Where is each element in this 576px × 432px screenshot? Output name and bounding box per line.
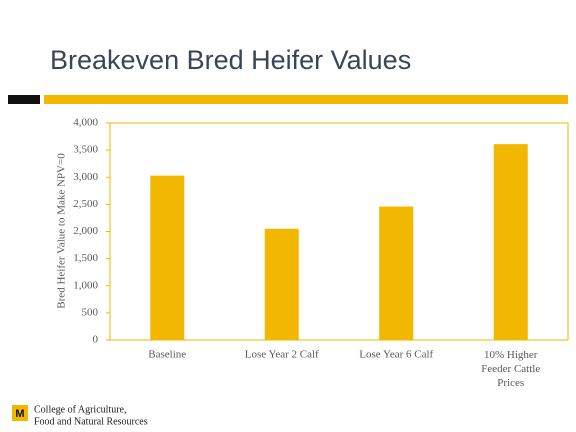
bar — [150, 175, 185, 340]
accent-bar-gold — [44, 95, 568, 104]
y-tick-label: 2,500 — [73, 198, 98, 210]
x-tick-label: 10% Higher Feeder Cattle Prices — [481, 349, 540, 389]
y-axis-label: Bred Heifer Value to Make NPV=0 — [56, 153, 68, 309]
footer-line: Food and Natural Resources — [34, 416, 148, 427]
y-tick-label: 3,000 — [73, 171, 98, 183]
footer-line: College of Agriculture, — [34, 404, 126, 415]
y-tick-label: 0 — [93, 334, 99, 346]
bar — [493, 144, 528, 340]
bar — [264, 228, 299, 340]
x-tick-label: Lose Year 2 Calf — [245, 349, 319, 361]
chart-title: Breakeven Bred Heifer Values — [50, 45, 411, 75]
logo-mark: M — [15, 408, 24, 420]
bar — [379, 206, 414, 340]
y-tick-label: 3,500 — [73, 144, 98, 156]
y-tick-label: 1,500 — [73, 252, 98, 264]
accent-bar-dark — [8, 95, 40, 104]
y-tick-label: 2,000 — [73, 225, 98, 237]
x-tick-label: Baseline — [148, 349, 186, 361]
x-tick-label: Lose Year 6 Calf — [359, 349, 433, 361]
y-tick-label: 1,000 — [73, 279, 98, 291]
logo — [12, 405, 28, 421]
y-tick-label: 4,000 — [73, 117, 98, 129]
y-tick-label: 500 — [82, 306, 99, 318]
